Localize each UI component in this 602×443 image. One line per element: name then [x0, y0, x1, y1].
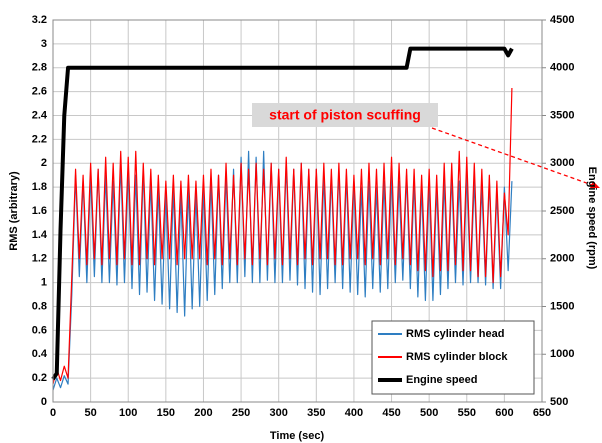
y-tick-label: 0 — [41, 396, 47, 408]
y2-tick-label: 4500 — [550, 14, 574, 26]
x-tick-label: 350 — [307, 407, 325, 419]
y-tick-label: 0.6 — [32, 324, 47, 336]
x-axis-label: Time (sec) — [270, 430, 325, 442]
y-tick-label: 1.4 — [32, 229, 48, 241]
y-tick-label: 2.4 — [32, 109, 48, 121]
y-tick-label: 1.8 — [32, 181, 47, 193]
y-tick-label: 1.6 — [32, 205, 47, 217]
y-tick-label: 0.8 — [32, 300, 47, 312]
arrow-head — [590, 181, 600, 188]
series-line — [52, 88, 513, 385]
series-line — [51, 46, 514, 381]
y-tick-label: 0.4 — [32, 348, 48, 360]
annotation-box — [252, 103, 438, 127]
x-tick-label: 400 — [345, 407, 363, 419]
plot-lines — [51, 46, 514, 391]
x-tick-label: 300 — [270, 407, 288, 419]
y-tick-label: 3 — [41, 38, 47, 50]
y2-tick-label: 2000 — [550, 253, 574, 265]
y2-tick-label: 4000 — [550, 62, 574, 74]
y-tick-label: 2 — [41, 157, 47, 169]
y-tick-label: 1 — [41, 277, 47, 289]
y-tick-label: 3.2 — [32, 14, 47, 26]
x-tick-label: 250 — [232, 407, 250, 419]
y2-tick-label: 1000 — [550, 348, 574, 360]
legend-label: RMS cylinder head — [406, 328, 504, 340]
y-tick-label: 0.2 — [32, 372, 47, 384]
y2-tick-label: 2500 — [550, 205, 574, 217]
y2-tick-label: 3000 — [550, 157, 574, 169]
annotation-arrow — [431, 127, 596, 187]
legend-label: Engine speed — [406, 374, 478, 386]
y2-tick-label: 500 — [550, 396, 568, 408]
x-tick-label: 650 — [533, 407, 551, 419]
y2-tick-label: 1500 — [550, 300, 574, 312]
y-tick-label: 2.6 — [32, 86, 47, 98]
x-tick-label: 550 — [458, 407, 476, 419]
y-tick-label: 2.8 — [32, 62, 47, 74]
x-tick-label: 500 — [420, 407, 438, 419]
x-tick-label: 200 — [194, 407, 212, 419]
x-tick-label: 0 — [50, 407, 56, 419]
x-tick-label: 150 — [157, 407, 175, 419]
legend-label: RMS cylinder block — [406, 351, 508, 363]
y-tick-label: 2.2 — [32, 133, 47, 145]
x-tick-label: 600 — [495, 407, 513, 419]
y-tick-label: 1.2 — [32, 253, 47, 265]
x-tick-label: 50 — [84, 407, 96, 419]
x-tick-label: 100 — [119, 407, 137, 419]
legend: RMS cylinder head RMS cylinder block Engin… — [371, 320, 535, 395]
annotation: start of piston scuffing — [269, 107, 421, 123]
y2-axis-label: Engine speed (rpm) — [586, 167, 598, 270]
x-tick-label: 450 — [382, 407, 400, 419]
y-axis-label: RMS (arbitrary) — [8, 171, 20, 251]
y2-tick-label: 3500 — [550, 109, 574, 121]
